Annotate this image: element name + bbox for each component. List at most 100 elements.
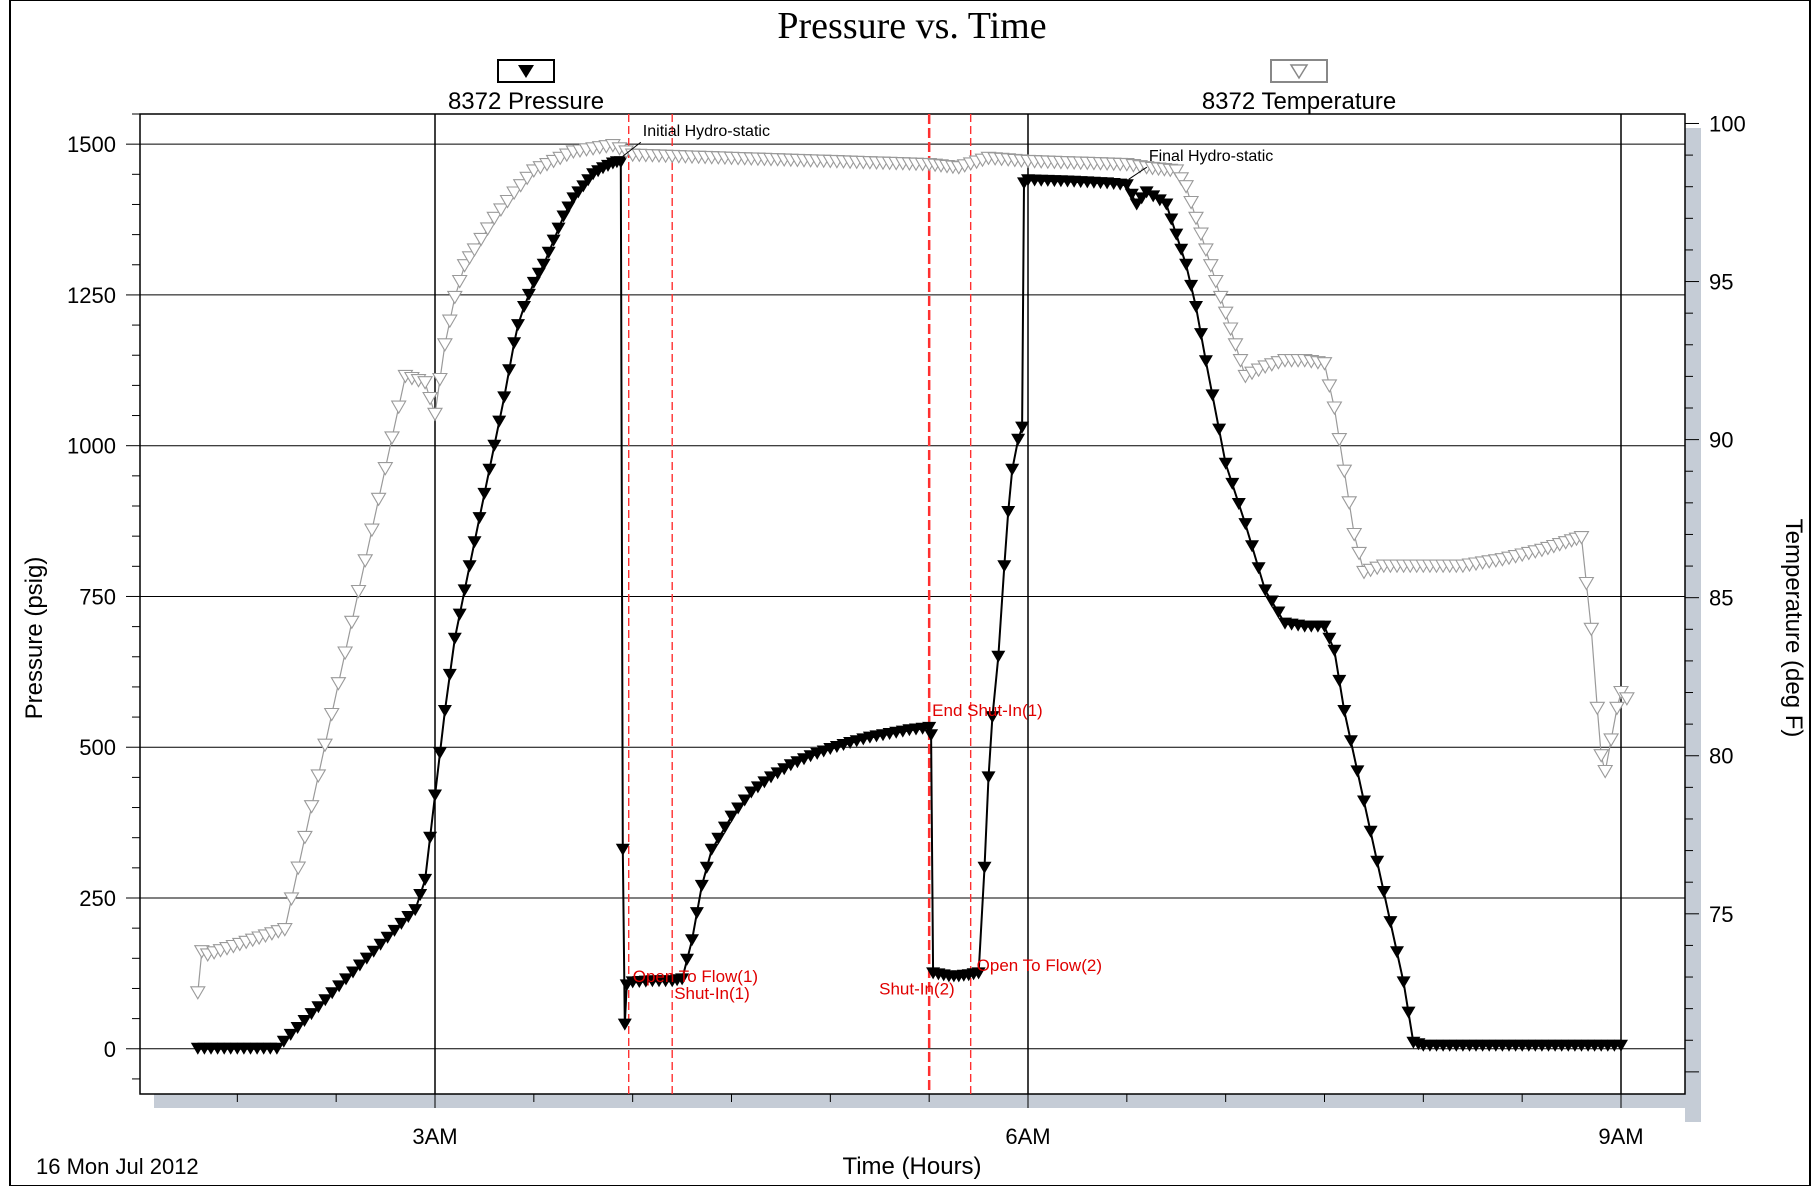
x-tick-label: 3AM xyxy=(412,1124,457,1149)
temperature-marker xyxy=(1336,464,1353,479)
y-tick-label: 750 xyxy=(79,584,116,609)
temperature-marker xyxy=(1207,274,1224,289)
pressure-marker xyxy=(1383,916,1398,929)
temperature-marker xyxy=(350,584,367,599)
y-tick-label: 1000 xyxy=(67,434,116,459)
temperature-marker xyxy=(451,274,468,289)
temperature-marker xyxy=(283,892,300,906)
shadow-bottom xyxy=(154,1094,1701,1108)
temperature-marker xyxy=(357,554,374,568)
y-tick-label: 500 xyxy=(79,735,116,760)
pressure-marker xyxy=(546,234,561,247)
temperature-marker xyxy=(323,707,340,722)
pressure-marker xyxy=(387,924,402,937)
temperature-marker xyxy=(441,314,458,329)
pressure-marker xyxy=(1343,735,1358,748)
pressure-marker xyxy=(352,959,367,972)
pressure-marker xyxy=(971,967,986,980)
temperature-marker xyxy=(276,923,293,937)
temperature-marker xyxy=(499,194,516,209)
pressure-marker xyxy=(1169,228,1184,241)
annotation-leader xyxy=(1128,166,1148,180)
pressure-marker xyxy=(428,789,442,802)
pressure-marker xyxy=(408,904,423,917)
y2-tick-label: 75 xyxy=(1709,902,1733,927)
temperature-marker xyxy=(1217,306,1234,321)
temperature-marker xyxy=(1593,749,1610,763)
pressure-marker xyxy=(1401,1006,1416,1019)
pressure-marker xyxy=(413,889,428,901)
pressure-marker xyxy=(1317,620,1332,633)
pressure-marker xyxy=(1152,194,1167,207)
legend-temperature: 8372 Temperature xyxy=(1202,59,1396,115)
temperature-marker xyxy=(1341,496,1358,510)
pressure-marker xyxy=(482,463,497,476)
pressure-marker xyxy=(432,747,447,760)
temperature-marker xyxy=(1603,733,1620,747)
temperature-marker xyxy=(1331,433,1348,447)
pressure-marker xyxy=(1396,976,1411,989)
pressure-marker xyxy=(521,288,536,301)
temperature-marker xyxy=(456,259,473,273)
pressure-marker xyxy=(497,391,512,404)
pressure-marker xyxy=(373,938,388,951)
pressure-marker xyxy=(744,786,759,799)
temperature-marker xyxy=(506,186,523,201)
pressure-marker xyxy=(423,831,438,844)
pressure-marker xyxy=(1357,795,1371,808)
pressure-marker xyxy=(675,973,690,986)
shadow-right xyxy=(1685,128,1701,1122)
temperature-marker xyxy=(1578,576,1595,591)
pressure-marker xyxy=(922,721,937,734)
pressure-marker xyxy=(1005,463,1020,476)
temperature-marker xyxy=(1188,211,1204,226)
pressure-marker xyxy=(1212,423,1227,436)
pressure-marker xyxy=(1015,421,1030,434)
temperature-marker xyxy=(1197,243,1214,257)
pressure-marker xyxy=(981,771,996,784)
temperature-marker xyxy=(1573,531,1590,545)
pressure-marker xyxy=(1194,328,1208,341)
pressure-marker xyxy=(304,1008,319,1021)
temperature-marker xyxy=(363,523,380,538)
pressure-marker xyxy=(511,319,525,332)
pressure-marker xyxy=(359,952,374,965)
pressure-marker xyxy=(1198,355,1213,368)
pressure-marker xyxy=(492,415,507,428)
pressure-marker xyxy=(985,711,1000,724)
temperature-marker xyxy=(519,171,536,186)
x-tick-label: 6AM xyxy=(1005,1124,1050,1149)
pressure-marker xyxy=(401,911,416,923)
pressure-marker xyxy=(541,246,556,259)
temperature-marker xyxy=(1168,164,1185,178)
pressure-marker xyxy=(1390,946,1404,959)
annotations: Initial Hydro-static Final Hydro-static Op… xyxy=(622,123,1273,1003)
temperature-marker xyxy=(492,203,509,217)
pressure-marker xyxy=(1322,632,1337,645)
temperature-marker xyxy=(1193,227,1209,242)
pressure-marker xyxy=(1179,258,1194,271)
temperature-marker xyxy=(370,492,387,507)
temperature-marker xyxy=(417,376,434,390)
pressure-marker xyxy=(380,931,395,944)
pressure-marker xyxy=(1124,188,1139,201)
temperature-marker xyxy=(390,400,407,415)
temperature-marker xyxy=(466,243,483,257)
pressure-series xyxy=(190,156,1628,1055)
pressure-marker xyxy=(1139,186,1154,199)
pressure-marker xyxy=(777,763,792,776)
temperature-marker xyxy=(1316,357,1333,371)
pressure-marker xyxy=(1376,886,1391,898)
temperature-marker xyxy=(431,372,448,387)
temperature-marker xyxy=(1173,172,1190,186)
pressure-marker xyxy=(1332,674,1347,687)
pressure-marker xyxy=(1251,562,1266,575)
pressure-marker xyxy=(447,632,462,645)
pressure-marker xyxy=(1245,540,1259,553)
temperature-marker xyxy=(436,338,453,352)
annotation-leader xyxy=(622,141,642,157)
event-lines xyxy=(628,114,972,1094)
y-tick-label: 250 xyxy=(79,886,116,911)
y-tick-label: 1500 xyxy=(67,132,116,157)
